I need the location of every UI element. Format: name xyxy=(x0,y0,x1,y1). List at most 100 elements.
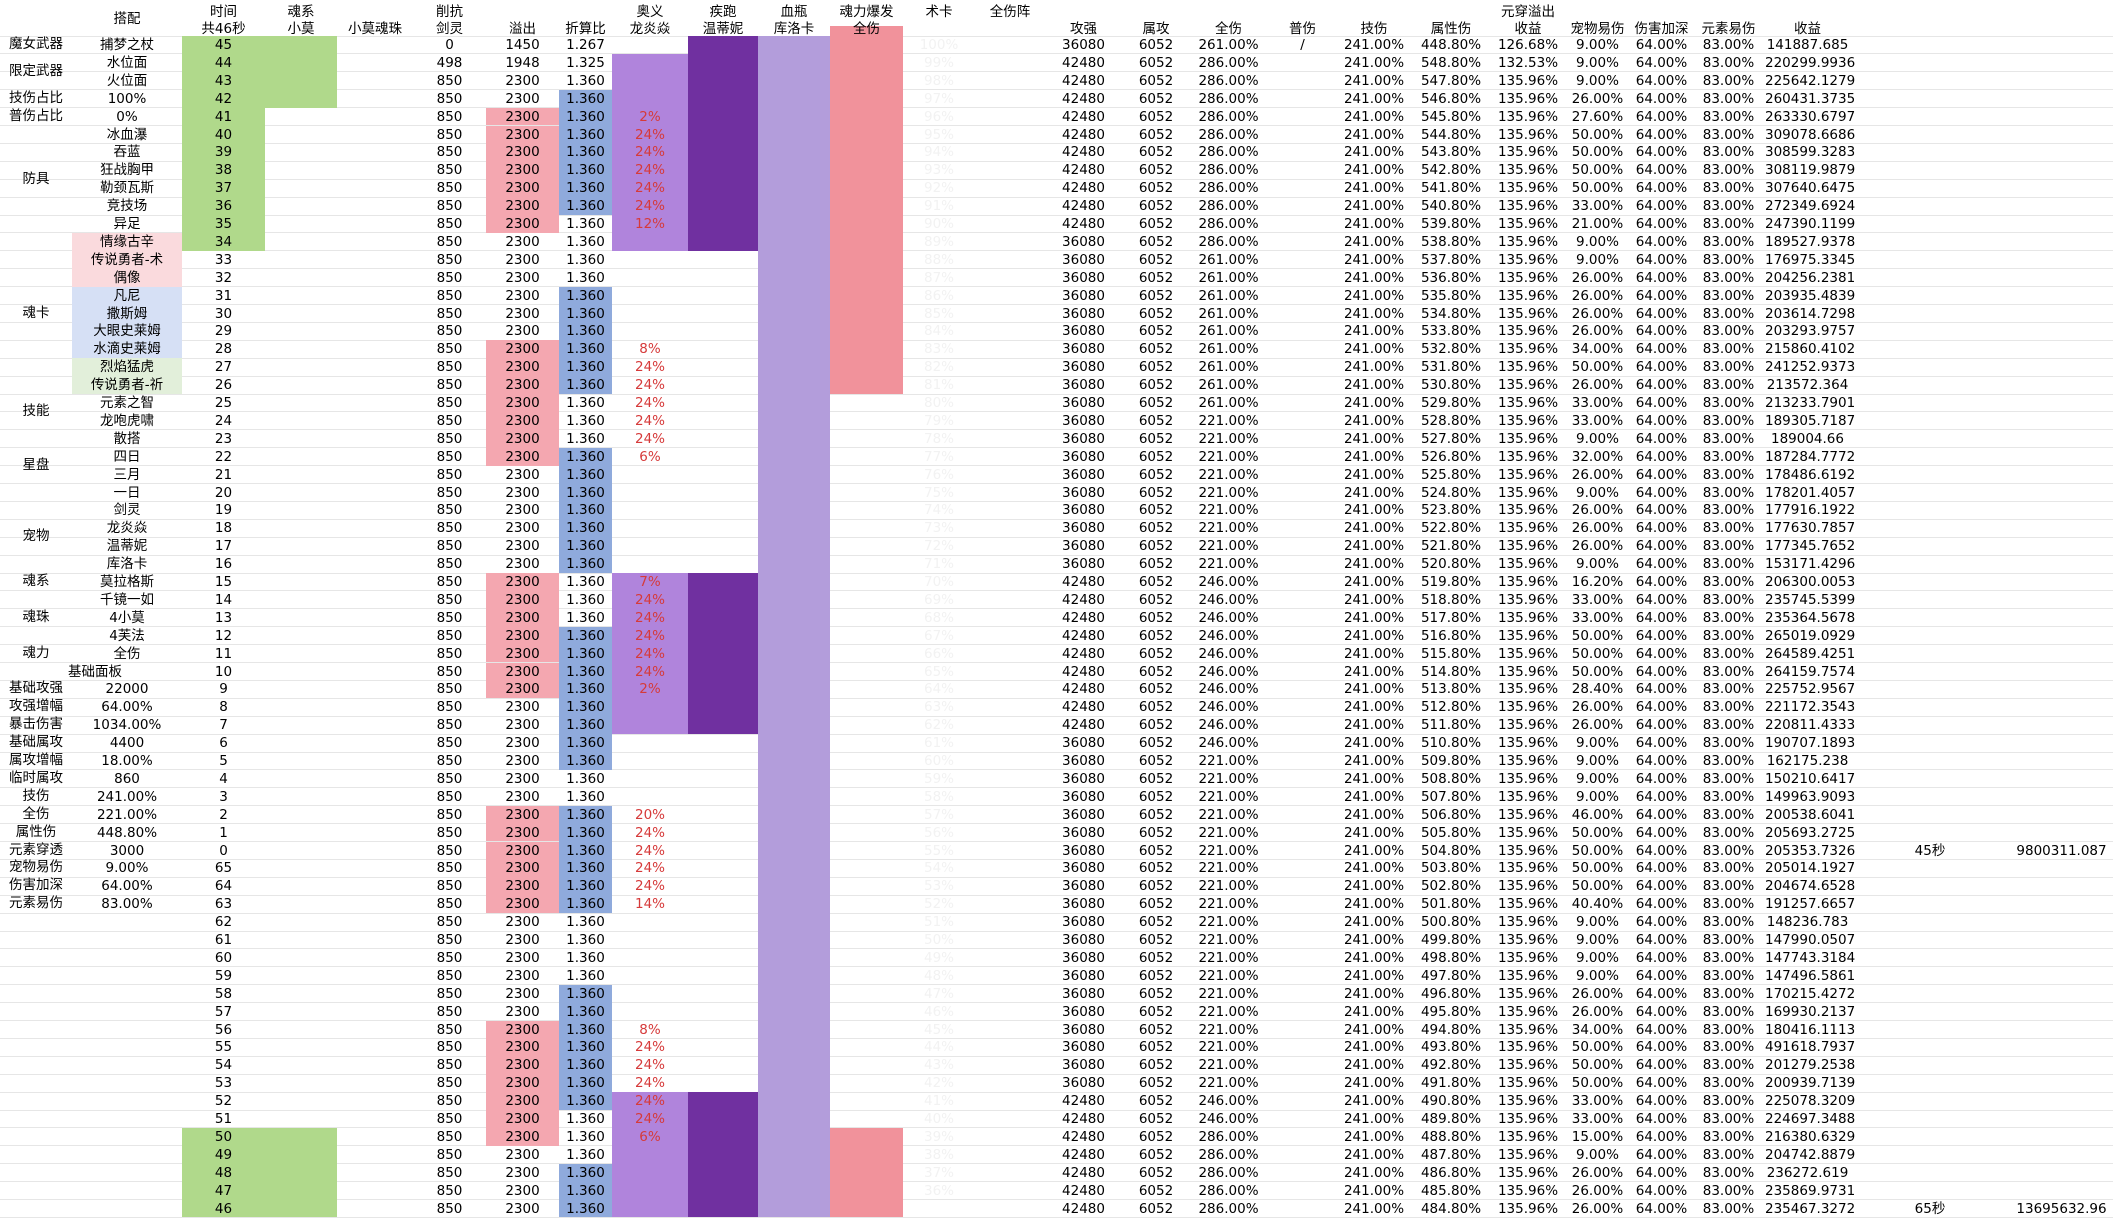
shugong-cell[interactable]: 6052 xyxy=(1138,627,1174,644)
item-cell[interactable]: 温蒂妮 xyxy=(106,538,148,555)
shouyi-cell[interactable]: 308599.3283 xyxy=(1765,144,1856,161)
yuanchuan-cell[interactable]: 135.96% xyxy=(1497,967,1559,984)
quanshang-cell[interactable]: 286.00% xyxy=(1198,54,1259,71)
yichu-cell[interactable]: 2300 xyxy=(505,1111,540,1127)
yichu-cell[interactable]: 2300 xyxy=(505,323,540,340)
time-cell[interactable]: 36 xyxy=(214,198,233,215)
gongqiang-cell[interactable]: 36080 xyxy=(1062,1075,1105,1092)
shanghai-cell[interactable]: 64.00% xyxy=(1635,341,1688,358)
shouyi-cell[interactable]: 200538.6041 xyxy=(1765,806,1856,823)
shugong-cell[interactable]: 6052 xyxy=(1138,806,1174,823)
quanshang-cell[interactable]: 246.00% xyxy=(1198,574,1259,590)
shuka-cell[interactable]: 59% xyxy=(923,770,954,787)
shanghai-cell[interactable]: 64.00% xyxy=(1635,144,1688,161)
yichu-cell[interactable]: 2300 xyxy=(505,806,540,823)
jishang-cell[interactable]: 241.00% xyxy=(1343,1146,1405,1163)
yichu-cell[interactable]: 2300 xyxy=(505,914,540,931)
shouyi-cell[interactable]: 147496.5861 xyxy=(1765,967,1856,984)
chongwu-cell[interactable]: 26.00% xyxy=(1571,520,1624,537)
yuansu-cell[interactable]: 83.00% xyxy=(1702,323,1755,340)
quanshang-cell[interactable]: 286.00% xyxy=(1198,72,1259,89)
yuansu-cell[interactable]: 83.00% xyxy=(1702,556,1755,573)
shanghai-cell[interactable]: 64.00% xyxy=(1635,90,1688,107)
chongwu-cell[interactable]: 50.00% xyxy=(1571,126,1624,143)
item-cell[interactable]: 三月 xyxy=(113,466,141,483)
shuxingshang-cell[interactable]: 509.80% xyxy=(1420,753,1482,769)
shanghai-cell[interactable]: 64.00% xyxy=(1635,609,1688,626)
gongqiang-cell[interactable]: 42480 xyxy=(1062,1146,1105,1163)
chongwu-cell[interactable]: 26.00% xyxy=(1571,717,1624,734)
shouyi-cell[interactable]: 205693.2725 xyxy=(1765,824,1856,841)
time-cell[interactable]: 24 xyxy=(214,412,233,429)
xuekang-cell[interactable]: 850 xyxy=(436,1021,463,1038)
shanghai-cell[interactable]: 64.00% xyxy=(1635,591,1688,608)
gongqiang-cell[interactable]: 36080 xyxy=(1062,842,1105,859)
gongqiang-cell[interactable]: 42480 xyxy=(1062,1164,1105,1181)
aoyi-cell[interactable]: 24% xyxy=(634,1093,665,1110)
zhesuan-cell[interactable]: 1.360 xyxy=(566,484,605,501)
chongwu-cell[interactable]: 9.00% xyxy=(1576,914,1619,931)
shuxingshang-cell[interactable]: 496.80% xyxy=(1420,985,1482,1002)
shuxingshang-cell[interactable]: 532.80% xyxy=(1420,341,1482,358)
shugong-cell[interactable]: 6052 xyxy=(1138,878,1174,895)
yichu-cell[interactable]: 2300 xyxy=(505,788,540,805)
time-cell[interactable]: 45 xyxy=(214,37,233,53)
shugong-cell[interactable]: 6052 xyxy=(1138,1111,1174,1127)
shugong-cell[interactable]: 6052 xyxy=(1138,144,1174,161)
time-cell[interactable]: 18 xyxy=(214,520,233,537)
shanghai-cell[interactable]: 64.00% xyxy=(1635,788,1688,805)
shuka-cell[interactable]: 90% xyxy=(923,216,954,232)
xuekang-cell[interactable]: 850 xyxy=(436,466,463,483)
shouyi-cell[interactable]: 220299.9936 xyxy=(1765,54,1856,71)
gongqiang-cell[interactable]: 42480 xyxy=(1062,144,1105,161)
yuanchuan-cell[interactable]: 135.96% xyxy=(1497,90,1559,107)
chongwu-cell[interactable]: 26.00% xyxy=(1571,377,1624,394)
jishang-cell[interactable]: 241.00% xyxy=(1343,484,1405,501)
jishang-cell[interactable]: 241.00% xyxy=(1343,914,1405,931)
yuanchuan-cell[interactable]: 135.96% xyxy=(1497,269,1559,286)
zhesuan-cell[interactable]: 1.360 xyxy=(566,574,605,590)
chongwu-cell[interactable]: 9.00% xyxy=(1576,484,1619,501)
shuxingshang-cell[interactable]: 493.80% xyxy=(1420,1039,1482,1056)
shugong-cell[interactable]: 6052 xyxy=(1138,430,1174,447)
item-cell[interactable]: 64.00% xyxy=(101,878,153,895)
yichu-cell[interactable]: 2300 xyxy=(505,484,540,501)
aoyi-cell[interactable]: 24% xyxy=(634,144,665,161)
zhesuan-cell[interactable]: 1.360 xyxy=(566,556,605,573)
shouyi-cell[interactable]: 177630.7857 xyxy=(1765,520,1856,537)
shuka-cell[interactable]: 74% xyxy=(923,502,954,519)
time-cell[interactable]: 8 xyxy=(219,699,228,716)
shugong-cell[interactable]: 6052 xyxy=(1138,126,1174,143)
zhesuan-cell[interactable]: 1.360 xyxy=(566,645,605,662)
item-cell[interactable]: 一日 xyxy=(113,484,141,501)
yuanchuan-cell[interactable]: 135.96% xyxy=(1497,1164,1559,1181)
shugong-cell[interactable]: 6052 xyxy=(1138,37,1174,53)
yuansu-cell[interactable]: 83.00% xyxy=(1702,1200,1755,1217)
chongwu-cell[interactable]: 26.00% xyxy=(1571,985,1624,1002)
chongwu-cell[interactable]: 9.00% xyxy=(1576,949,1619,966)
chongwu-cell[interactable]: 26.00% xyxy=(1571,90,1624,107)
shugong-cell[interactable]: 6052 xyxy=(1138,305,1174,322)
shuka-cell[interactable]: 65% xyxy=(923,663,954,680)
item-cell[interactable]: 水位面 xyxy=(106,54,148,71)
aoyi-cell[interactable]: 24% xyxy=(634,860,665,877)
total-label[interactable]: 45秒 xyxy=(1914,842,1946,859)
shanghai-cell[interactable]: 64.00% xyxy=(1635,985,1688,1002)
yuanchuan-cell[interactable]: 135.96% xyxy=(1497,108,1559,125)
time-cell[interactable]: 65 xyxy=(214,860,233,877)
xuekang-cell[interactable]: 850 xyxy=(436,538,463,555)
quanshang-cell[interactable]: 261.00% xyxy=(1198,37,1259,53)
shugong-cell[interactable]: 6052 xyxy=(1138,538,1174,555)
jishang-cell[interactable]: 241.00% xyxy=(1343,681,1405,698)
shugong-cell[interactable]: 6052 xyxy=(1138,1093,1174,1110)
shuka-cell[interactable]: 92% xyxy=(923,180,954,197)
time-cell[interactable]: 21 xyxy=(214,466,233,483)
item-cell[interactable]: 异足 xyxy=(113,216,141,232)
shuka-cell[interactable]: 45% xyxy=(923,1021,954,1038)
shanghai-cell[interactable]: 64.00% xyxy=(1635,1164,1688,1181)
shuxingshang-cell[interactable]: 538.80% xyxy=(1420,233,1482,250)
yuansu-cell[interactable]: 83.00% xyxy=(1702,1146,1755,1163)
yichu-cell[interactable]: 2300 xyxy=(505,1182,540,1199)
yuanchuan-cell[interactable]: 135.96% xyxy=(1497,1128,1559,1145)
yichu-cell[interactable]: 2300 xyxy=(505,645,540,662)
